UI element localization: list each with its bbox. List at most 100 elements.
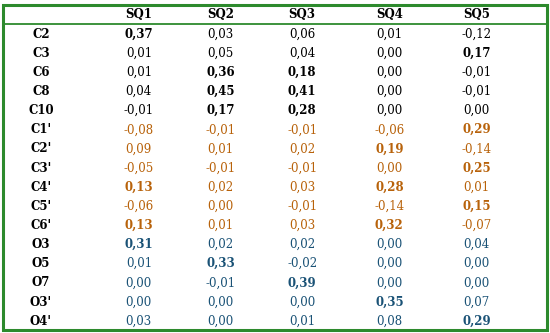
Text: SQ4: SQ4: [376, 8, 403, 21]
Text: 0,00: 0,00: [463, 257, 490, 270]
Text: 0,18: 0,18: [288, 66, 316, 79]
Text: -0,01: -0,01: [287, 123, 317, 136]
Text: 0,08: 0,08: [376, 315, 403, 328]
Text: SQ3: SQ3: [289, 8, 316, 21]
Text: 0,39: 0,39: [288, 276, 317, 289]
Text: 0,32: 0,32: [375, 219, 404, 232]
Text: 0,01: 0,01: [126, 66, 152, 79]
Text: 0,00: 0,00: [463, 104, 490, 117]
Text: 0,00: 0,00: [376, 238, 403, 251]
Text: O3: O3: [31, 238, 50, 251]
Text: 0,00: 0,00: [207, 315, 234, 328]
Text: 0,17: 0,17: [206, 104, 235, 117]
Text: 0,17: 0,17: [462, 47, 491, 60]
Text: C6: C6: [32, 66, 50, 79]
Text: 0,00: 0,00: [376, 276, 403, 289]
Text: C5': C5': [30, 200, 52, 213]
Text: -0,02: -0,02: [287, 257, 317, 270]
Text: 0,31: 0,31: [124, 238, 153, 251]
Text: 0,25: 0,25: [462, 162, 491, 174]
Text: 0,09: 0,09: [126, 143, 152, 156]
Text: -0,01: -0,01: [206, 123, 235, 136]
Text: C10: C10: [28, 104, 54, 117]
Text: 0,13: 0,13: [124, 181, 153, 194]
Text: -0,01: -0,01: [287, 162, 317, 174]
Text: -0,01: -0,01: [124, 104, 154, 117]
Text: -0,01: -0,01: [461, 66, 492, 79]
Text: 0,01: 0,01: [126, 257, 152, 270]
Text: 0,00: 0,00: [207, 295, 234, 308]
Text: C3: C3: [32, 47, 50, 60]
Text: 0,04: 0,04: [126, 85, 152, 98]
Text: -0,01: -0,01: [206, 162, 235, 174]
Text: 0,00: 0,00: [463, 276, 490, 289]
Text: -0,01: -0,01: [287, 200, 317, 213]
Text: -0,08: -0,08: [124, 123, 154, 136]
Text: O3': O3': [30, 295, 52, 308]
Text: C2': C2': [30, 143, 52, 156]
Text: 0,01: 0,01: [207, 219, 234, 232]
Text: -0,14: -0,14: [461, 143, 492, 156]
Text: 0,28: 0,28: [375, 181, 404, 194]
Text: -0,05: -0,05: [124, 162, 154, 174]
Text: -0,14: -0,14: [375, 200, 404, 213]
Text: C4': C4': [30, 181, 52, 194]
Text: SQ5: SQ5: [463, 8, 490, 21]
Text: -0,12: -0,12: [461, 28, 492, 41]
Text: 0,04: 0,04: [289, 47, 315, 60]
Text: 0,19: 0,19: [375, 143, 404, 156]
Text: O7: O7: [32, 276, 50, 289]
Text: O4': O4': [30, 315, 52, 328]
Text: 0,15: 0,15: [462, 200, 491, 213]
Text: 0,00: 0,00: [376, 66, 403, 79]
Text: 0,02: 0,02: [289, 143, 315, 156]
Text: 0,35: 0,35: [375, 295, 404, 308]
Text: -0,01: -0,01: [206, 276, 235, 289]
Text: 0,03: 0,03: [289, 181, 315, 194]
Text: 0,33: 0,33: [206, 257, 235, 270]
Text: 0,29: 0,29: [462, 315, 491, 328]
Text: 0,03: 0,03: [207, 28, 234, 41]
Text: 0,00: 0,00: [126, 295, 152, 308]
Text: 0,01: 0,01: [376, 28, 403, 41]
Text: -0,06: -0,06: [374, 123, 404, 136]
Text: O5: O5: [32, 257, 50, 270]
Text: 0,02: 0,02: [207, 181, 234, 194]
Text: SQ2: SQ2: [207, 8, 234, 21]
Text: 0,03: 0,03: [126, 315, 152, 328]
Text: 0,00: 0,00: [376, 47, 403, 60]
Text: 0,01: 0,01: [126, 47, 152, 60]
Text: 0,13: 0,13: [124, 219, 153, 232]
Text: 0,41: 0,41: [288, 85, 316, 98]
Text: 0,00: 0,00: [376, 162, 403, 174]
Text: 0,00: 0,00: [376, 85, 403, 98]
Text: 0,28: 0,28: [288, 104, 317, 117]
Text: C8: C8: [32, 85, 50, 98]
Text: 0,01: 0,01: [289, 315, 315, 328]
Text: 0,00: 0,00: [376, 257, 403, 270]
Text: 0,37: 0,37: [124, 28, 153, 41]
Text: -0,06: -0,06: [124, 200, 154, 213]
Text: C1': C1': [30, 123, 52, 136]
Text: 0,05: 0,05: [207, 47, 234, 60]
Text: 0,29: 0,29: [462, 123, 491, 136]
Text: -0,07: -0,07: [461, 219, 492, 232]
Text: -0,01: -0,01: [461, 85, 492, 98]
Text: 0,02: 0,02: [289, 238, 315, 251]
Text: SQ1: SQ1: [125, 8, 152, 21]
Text: 0,06: 0,06: [289, 28, 315, 41]
Text: 0,01: 0,01: [464, 181, 490, 194]
Text: 0,01: 0,01: [207, 143, 234, 156]
Text: C3': C3': [30, 162, 52, 174]
Text: C6': C6': [30, 219, 52, 232]
Text: 0,00: 0,00: [126, 276, 152, 289]
Text: 0,00: 0,00: [289, 295, 315, 308]
Text: 0,45: 0,45: [206, 85, 235, 98]
Text: 0,36: 0,36: [206, 66, 235, 79]
Text: 0,04: 0,04: [463, 238, 490, 251]
Text: 0,00: 0,00: [207, 200, 234, 213]
Text: 0,02: 0,02: [207, 238, 234, 251]
Text: 0,07: 0,07: [463, 295, 490, 308]
Text: 0,03: 0,03: [289, 219, 315, 232]
Text: C2: C2: [32, 28, 50, 41]
